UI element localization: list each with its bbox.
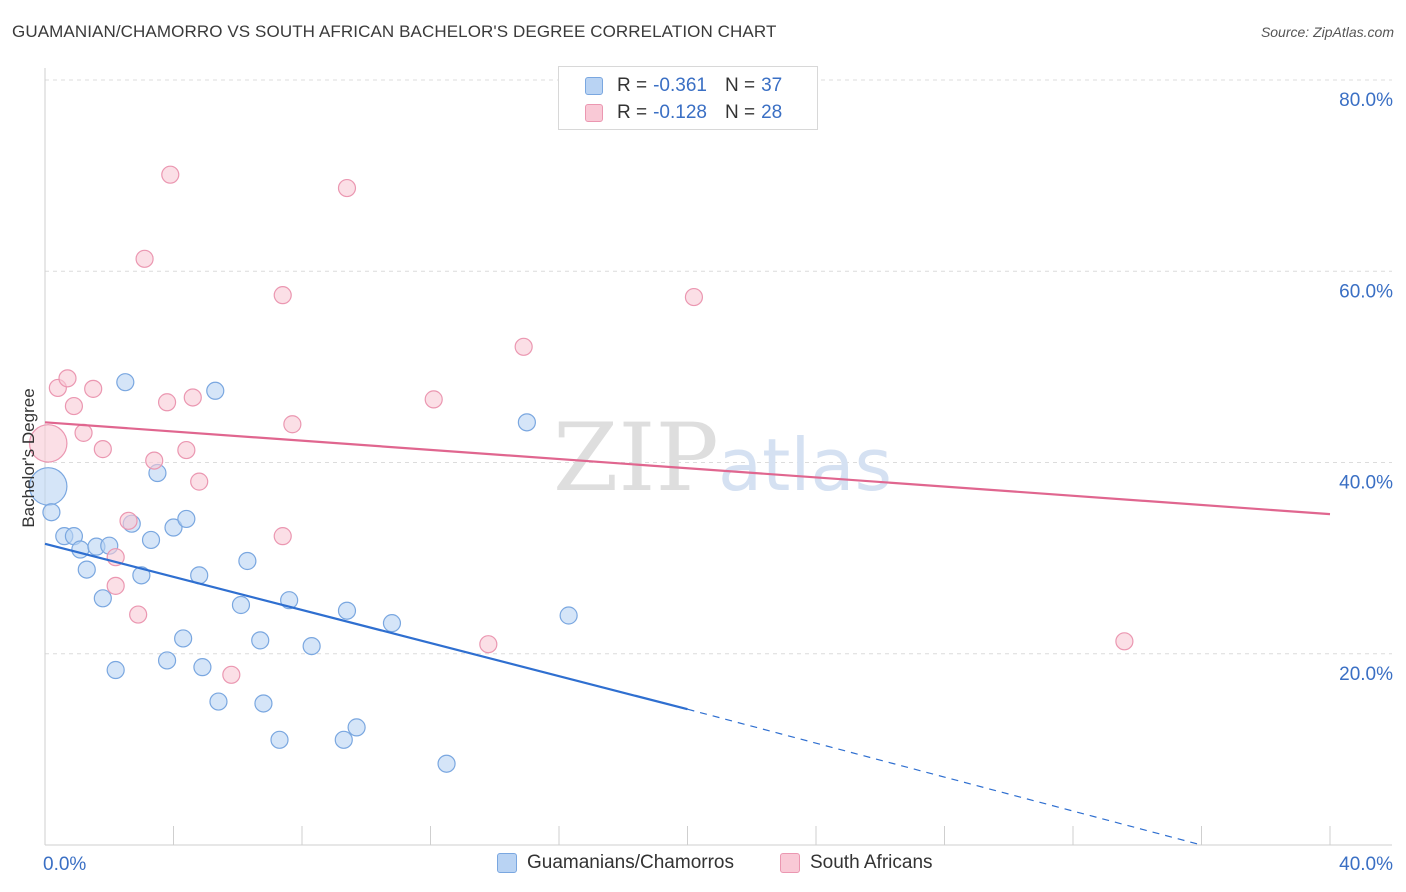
south-african-point: [135, 249, 154, 268]
guamanian-point: [270, 730, 289, 749]
south-african-point: [337, 178, 357, 198]
guamanian-point: [238, 551, 257, 571]
guamanian-point: [132, 566, 151, 585]
guamanian-point: [382, 614, 402, 633]
guamanian-point: [302, 636, 321, 656]
legend-item-label: Guamanians/Chamorros: [527, 852, 734, 873]
trend-lines: [44, 421, 1331, 846]
south-african-point: [283, 415, 302, 434]
legend-n-value: 37: [761, 75, 783, 96]
x-tick-label: 0.0%: [43, 854, 86, 875]
guamanian-point: [209, 692, 228, 711]
legend-item-guamanians[interactable]: Guamanians/Chamorros: [497, 852, 734, 874]
south-african-point: [28, 424, 68, 463]
south-african-point: [222, 665, 241, 684]
legend-r-label: R =: [617, 102, 648, 123]
south-african-point: [190, 472, 209, 491]
legend-swatch-pink: [585, 104, 603, 122]
data-points: [28, 165, 1134, 773]
y-axis-label: Bachelor's Degree: [19, 388, 38, 527]
guamanian-point: [42, 503, 61, 522]
legend-r-label: R =: [617, 75, 648, 96]
watermark-zip: ZIP: [553, 404, 719, 513]
south-african-point: [145, 451, 164, 470]
legend-row-south-africans: R = -0.128 N = 28: [585, 101, 782, 125]
south-african-point: [183, 388, 202, 407]
guamanian-point: [337, 601, 357, 620]
south-african-point: [479, 635, 498, 654]
south-african-point: [161, 165, 180, 184]
south-african-point: [514, 337, 533, 356]
guamanian-point: [517, 413, 536, 432]
south-african-point: [74, 423, 93, 442]
guamanian-point: [334, 730, 353, 749]
guamanian-point: [559, 606, 578, 625]
tick-labels: 20.0% 40.0% 60.0% 80.0% 0.0% 40.0%: [43, 90, 1393, 875]
legend-n-label: N =: [724, 102, 756, 123]
south-african-point: [273, 527, 292, 546]
guamanian-point: [157, 651, 177, 670]
south-african-point: [273, 286, 292, 305]
guamanian-point: [251, 631, 270, 650]
south-african-point: [106, 576, 125, 595]
y-tick-label: 20.0%: [1339, 664, 1393, 685]
guamanian-point: [93, 589, 112, 608]
y-tick-label: 40.0%: [1339, 473, 1393, 494]
chart-title: GUAMANIAN/CHAMORRO VS SOUTH AFRICAN BACH…: [12, 22, 777, 41]
south-african-point: [177, 440, 196, 460]
south-african-point: [129, 605, 148, 624]
guamanian-point: [116, 373, 135, 392]
stats-legend: R = -0.361 N = 37 R = -0.128 N = 28: [558, 66, 818, 130]
legend-r-value: -0.361: [653, 75, 707, 96]
south-african-point: [58, 369, 77, 388]
south-african-point: [119, 511, 138, 530]
guamanian-point: [164, 518, 183, 537]
south-african-trend-line: [44, 421, 1331, 516]
guamanian-point: [174, 629, 193, 648]
y-tick-label: 80.0%: [1339, 90, 1393, 111]
legend-row-guamanians: R = -0.361 N = 37: [585, 74, 782, 98]
guamanian-point: [254, 694, 273, 713]
guamanian-trend-line: [44, 542, 688, 711]
legend-item-label: South Africans: [810, 852, 933, 873]
watermark: ZIP atlas: [553, 404, 892, 513]
guamanian-point: [347, 718, 366, 737]
legend-n-label: N =: [724, 75, 756, 96]
legend-swatch-blue: [585, 77, 603, 95]
south-african-point: [424, 390, 443, 409]
legend-n-value: 28: [761, 102, 783, 123]
guamanian-point: [193, 658, 212, 677]
guamanian-point: [206, 381, 225, 400]
y-tick-label: 60.0%: [1339, 281, 1393, 302]
source-label: Source: ZipAtlas.com: [1260, 24, 1394, 40]
guamanian-point: [177, 509, 196, 529]
legend-r-value: -0.128: [653, 102, 707, 123]
watermark-atlas: atlas: [718, 423, 892, 507]
x-tick-label: 40.0%: [1339, 854, 1393, 875]
guamanian-point: [106, 660, 125, 680]
south-african-point: [157, 393, 177, 412]
south-african-point: [84, 379, 103, 398]
legend-swatch-blue: [497, 853, 517, 873]
legend-swatch-pink: [780, 853, 800, 873]
legend-item-south-africans[interactable]: South Africans: [780, 852, 933, 874]
guamanian-point: [141, 530, 161, 550]
guamanian-point: [77, 560, 96, 579]
series-legend: Guamanians/Chamorros South Africans: [0, 852, 1406, 878]
south-african-point: [93, 440, 112, 459]
guamanian-point: [437, 754, 456, 773]
guamanian-trend-extension: [687, 708, 1202, 846]
south-african-point: [64, 396, 84, 416]
grid: [45, 79, 1392, 655]
guamanian-point: [231, 595, 251, 615]
south-african-point: [1115, 632, 1134, 651]
south-african-point: [684, 287, 704, 307]
